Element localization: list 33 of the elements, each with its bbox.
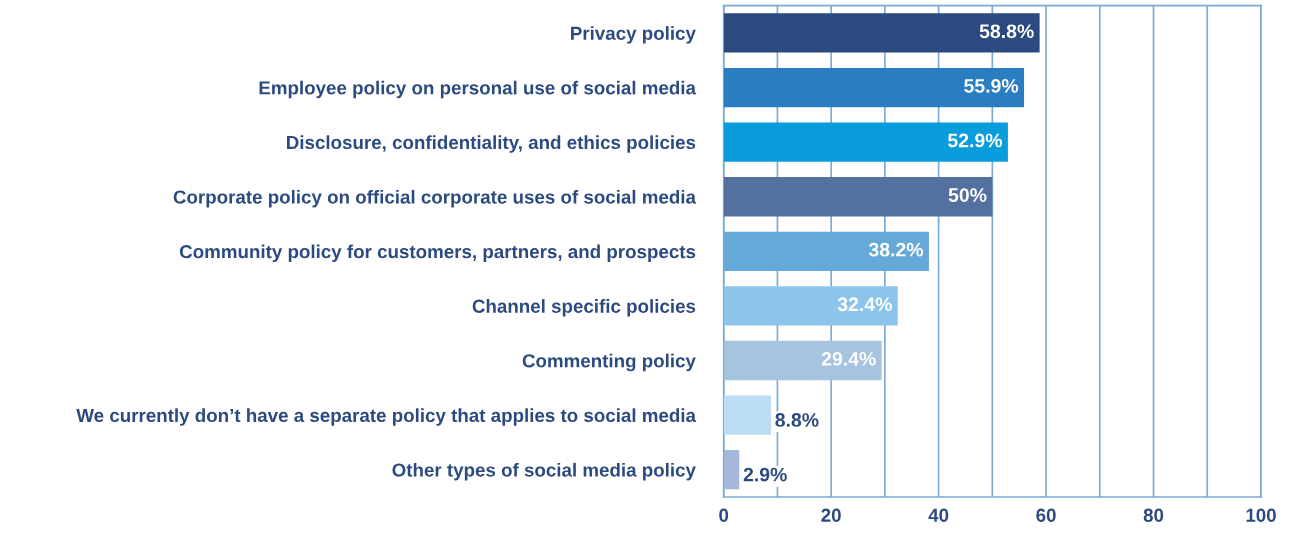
bar (723, 13, 1040, 53)
y-tick-label: Community policy for customers, partners, and prospects (179, 244, 696, 262)
data-label: 50% (948, 188, 987, 202)
y-tick-label: Employee policy on personal use of social media (259, 80, 697, 99)
bar (723, 340, 882, 381)
bar (723, 122, 1008, 162)
bar (723, 177, 993, 217)
y-tick-label: We currently don’t have a separate policy that applies to social media (76, 408, 697, 426)
x-tick-label: 60 (1036, 508, 1056, 522)
x-tick-label: 100 (1246, 508, 1276, 522)
bar (723, 450, 740, 490)
x-tick-label: 40 (928, 508, 949, 522)
x-tick-label: 80 (1143, 508, 1164, 522)
x-tick-label: 20 (821, 508, 841, 522)
bar (723, 231, 929, 271)
data-label: 55.9% (964, 78, 1019, 93)
x-tick-label: 0 (719, 508, 729, 522)
data-label: 2.9% (743, 467, 787, 482)
y-tick-label: Privacy policy (571, 26, 696, 44)
data-label: 8.8% (775, 413, 819, 427)
y-tick-label: Disclosure, confidentiality, and ethics policies (287, 135, 696, 153)
y-tick-label: Commenting policy (522, 353, 696, 372)
bar (723, 67, 1025, 108)
y-tick-label: Corporate policy on official corporate uses of social media (173, 189, 697, 208)
bar (723, 395, 771, 435)
data-label: 38.2% (868, 242, 924, 257)
data-label: 52.9% (948, 133, 1003, 148)
data-label: 32.4% (837, 297, 892, 312)
y-tick-label: Channel specific policies (472, 299, 696, 317)
data-label: 29.4% (821, 351, 876, 366)
bar (723, 286, 898, 326)
y-tick-label: Other types of social media policy (392, 462, 696, 481)
data-label: 58.8% (979, 24, 1034, 39)
